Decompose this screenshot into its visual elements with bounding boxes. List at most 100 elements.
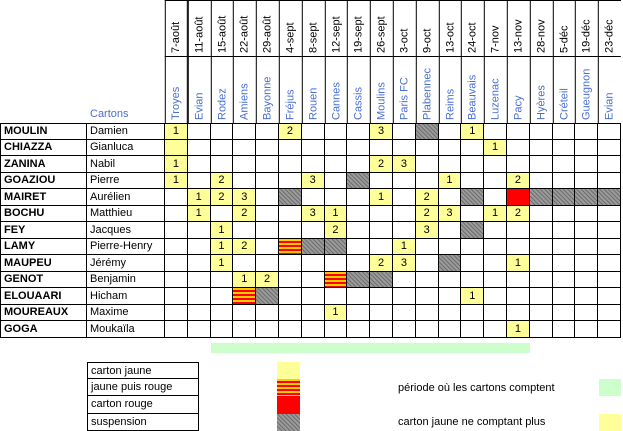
card-cell <box>187 156 211 173</box>
card-cell <box>461 304 485 321</box>
column-city: Moulins <box>370 56 393 123</box>
column-city: Plabennec <box>415 56 439 123</box>
card-cell <box>165 222 188 239</box>
card-cell <box>598 172 621 189</box>
card-cell <box>370 238 393 255</box>
player-surname: LAMY <box>0 238 87 255</box>
card-cell <box>552 271 576 288</box>
card-cell <box>256 205 279 222</box>
card-cell <box>256 222 279 239</box>
column-date: 13-nov <box>507 0 530 56</box>
card-cell <box>256 123 279 140</box>
card-cell <box>575 304 599 321</box>
player-firstname: Aurélien <box>87 189 165 206</box>
card-cell <box>484 222 507 239</box>
legend-swatch <box>277 396 300 414</box>
card-cell <box>438 156 462 173</box>
yellow-card-cell: 1 <box>324 304 348 321</box>
card-cell <box>552 156 576 173</box>
card-cell <box>279 139 302 156</box>
card-cell <box>301 321 325 338</box>
card-cell <box>598 304 621 321</box>
card-cell <box>347 222 371 239</box>
player-firstname: Pierre <box>87 172 165 189</box>
card-cell <box>187 238 211 255</box>
card-cell <box>438 238 462 255</box>
yellow-card-cell: 1 <box>210 255 234 272</box>
card-cell <box>598 271 621 288</box>
yellow-card-cell: 1 <box>370 189 393 206</box>
card-cell <box>438 304 462 321</box>
yellow-card-cell: 3 <box>393 255 416 272</box>
card-cell <box>279 321 302 338</box>
card-cell <box>598 288 621 305</box>
card-cell <box>552 255 576 272</box>
card-cell <box>598 123 621 140</box>
card-cell <box>552 321 576 338</box>
suspension-cell <box>301 238 325 255</box>
card-cell <box>301 222 325 239</box>
column-date: 5-déc <box>552 0 576 56</box>
card-cell <box>393 205 416 222</box>
card-cell <box>187 222 211 239</box>
card-cell <box>165 288 188 305</box>
card-cell <box>529 271 553 288</box>
card-cell <box>393 321 416 338</box>
legend-swatch <box>277 413 300 431</box>
card-cell <box>324 156 348 173</box>
card-cell <box>575 222 599 239</box>
card-cell <box>256 139 279 156</box>
suspension-cell <box>575 189 599 206</box>
yellow-card-cell: 2 <box>233 205 257 222</box>
card-cell <box>324 321 348 338</box>
card-cell <box>484 304 507 321</box>
yellow-card-cell: 1 <box>507 255 530 272</box>
yellow-card-cell: 3 <box>393 156 416 173</box>
suspension-cell <box>347 172 371 189</box>
column-city: Bayonne <box>256 56 279 123</box>
card-cell <box>279 288 302 305</box>
card-cell <box>210 304 234 321</box>
card-cell <box>598 321 621 338</box>
player-firstname: Maxime <box>87 304 165 321</box>
card-cell <box>256 172 279 189</box>
card-cell <box>598 238 621 255</box>
card-cell <box>438 321 462 338</box>
card-cell <box>529 205 553 222</box>
card-cell <box>256 156 279 173</box>
card-cell <box>187 321 211 338</box>
card-cell <box>210 271 234 288</box>
yellow-card-cell: 1 <box>484 205 507 222</box>
card-cell <box>233 156 257 173</box>
card-cell <box>279 271 302 288</box>
card-cell <box>507 123 530 140</box>
card-cell <box>301 123 325 140</box>
column-date: 29-août <box>256 0 279 56</box>
card-cell <box>529 139 553 156</box>
card-cell <box>210 288 234 305</box>
card-cell <box>461 321 485 338</box>
yellow-card-cell: 3 <box>438 205 462 222</box>
column-date: 15-août <box>210 0 234 56</box>
yellow-card-cell: 1 <box>461 288 485 305</box>
card-cell <box>529 172 553 189</box>
card-cell <box>415 288 439 305</box>
card-cell <box>529 321 553 338</box>
column-city: Rodez <box>210 56 234 123</box>
player-surname: MAUPEU <box>0 255 87 272</box>
card-cell <box>347 189 371 206</box>
card-cell <box>165 205 188 222</box>
player-firstname: Matthieu <box>87 205 165 222</box>
card-cell <box>279 156 302 173</box>
suspension-cell <box>370 271 393 288</box>
card-cell <box>370 205 393 222</box>
column-city: Créteil <box>552 56 576 123</box>
suspension-cell <box>598 189 621 206</box>
yellow-card-cell: 1 <box>438 172 462 189</box>
column-date: 13-oct <box>438 0 462 56</box>
yellow-card-cell: 2 <box>415 189 439 206</box>
card-cell <box>301 255 325 272</box>
card-cell <box>347 123 371 140</box>
card-cell <box>347 205 371 222</box>
column-city: Pacy <box>507 56 530 123</box>
